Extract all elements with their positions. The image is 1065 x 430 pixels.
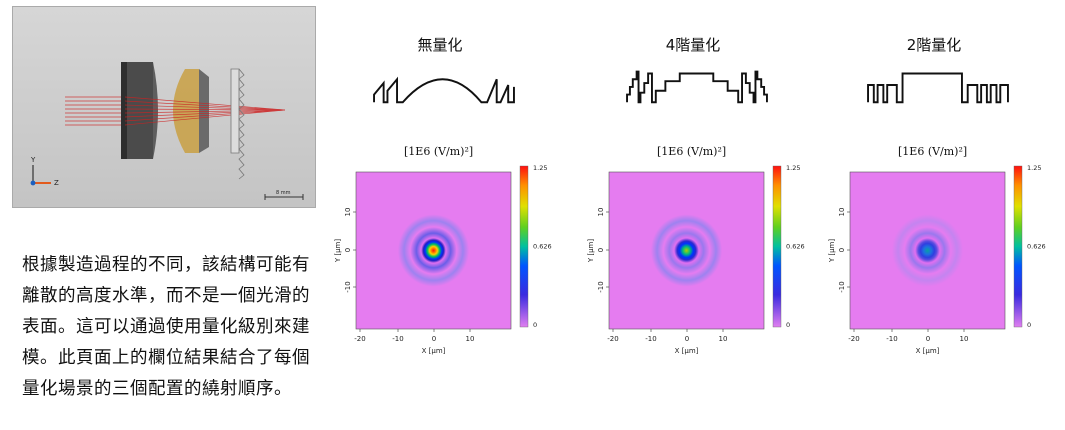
- colorbar: [1013, 165, 1023, 328]
- intensity-map: [609, 172, 764, 329]
- panel-2: 2階量化 [1E6 (V/m)²] -20 -10 0 10 X [µm] 10 0 -10 Y […: [828, 0, 1065, 430]
- field-intensity-plot: -20 -10 0 10 X [µm] 10 0 -10 Y [µm] 1.25 0.626 0: [587, 164, 805, 355]
- x-tick-label: -20: [848, 335, 859, 343]
- x-tick-label: -10: [645, 335, 656, 343]
- panel-1: 4階量化 [1E6 (V/m)²] -20 -10 0 10 X [µm] 10 0 -10 Y […: [587, 0, 833, 430]
- x-tick-label: 0: [432, 335, 436, 343]
- y-tick-label: 10: [344, 208, 352, 217]
- panel-title: 4階量化: [665, 36, 721, 54]
- y-tick-label: 10: [597, 208, 605, 217]
- y-tick-label: 0: [344, 248, 352, 252]
- colorbar-min-label: 0: [786, 321, 790, 329]
- y-axis-label: Y [µm]: [587, 239, 595, 264]
- x-tick-label: -20: [354, 335, 365, 343]
- colorbar: [519, 165, 529, 328]
- unit-label: [1E6 (V/m)²]: [404, 145, 474, 158]
- unit-label: [1E6 (V/m)²]: [898, 145, 968, 158]
- intensity-map: [850, 172, 1005, 329]
- optical-system-viewport: Y Z 8 mm: [12, 6, 316, 208]
- x-tick-label: 10: [466, 335, 475, 343]
- unit-label: [1E6 (V/m)²]: [657, 145, 727, 158]
- colorbar-mid-label: 0.626: [1027, 243, 1046, 251]
- colorbar-min-label: 0: [533, 321, 537, 329]
- y-tick-label: -10: [597, 281, 605, 292]
- optical-system-render: Y Z 8 mm: [30, 62, 304, 200]
- diffractive-element: [230, 68, 240, 154]
- panel-title: 2階量化: [906, 36, 962, 54]
- x-axis-label: X [µm]: [422, 347, 446, 355]
- y-tick-label: 0: [597, 248, 605, 252]
- x-tick-label: -10: [392, 335, 403, 343]
- colorbar-min-label: 0: [1027, 321, 1031, 329]
- x-tick-label: 10: [960, 335, 969, 343]
- colorbar-max-label: 1.25: [786, 164, 800, 172]
- axis-triad: [30, 165, 51, 186]
- y-axis-label: Y [µm]: [828, 239, 836, 264]
- surface-profile-icon: [373, 76, 515, 104]
- x-axis-label: X [µm]: [916, 347, 940, 355]
- panel-0: 無量化 [1E6 (V/m)²] -20 -10 0 10 X [µm] 10 0 -10 Y [µ…: [334, 0, 580, 430]
- scalebar-label: 8 mm: [276, 190, 291, 196]
- colorbar-max-label: 1.25: [533, 164, 547, 172]
- colorbar: [772, 165, 782, 328]
- incoming-rays: [65, 96, 125, 126]
- x-tick-label: 0: [926, 335, 930, 343]
- y-axis-label: Y [µm]: [334, 239, 342, 264]
- y-tick-label: 0: [838, 248, 846, 252]
- surface-profile-icon: [867, 72, 1009, 104]
- gold-lens: [173, 69, 204, 153]
- intensity-map: [356, 172, 511, 329]
- surface-profile-icon: [626, 70, 768, 104]
- field-intensity-plot: -20 -10 0 10 X [µm] 10 0 -10 Y [µm] 1.25 0.626 0: [828, 164, 1046, 355]
- cylinder-lens: [123, 62, 153, 159]
- x-tick-label: -10: [886, 335, 897, 343]
- y-tick-label: -10: [344, 281, 352, 292]
- x-tick-label: 10: [719, 335, 728, 343]
- colorbar-max-label: 1.25: [1027, 164, 1041, 172]
- x-tick-label: 0: [685, 335, 689, 343]
- description-text: 根據製造過程的不同，該結構可能有離散的高度水準，而不是一個光滑的表面。這可以通過…: [22, 255, 310, 399]
- panel-title: 無量化: [417, 36, 463, 54]
- y-tick-label: -10: [838, 281, 846, 292]
- focused-rays: [124, 96, 286, 126]
- x-tick-label: -20: [607, 335, 618, 343]
- field-intensity-plot: -20 -10 0 10 X [µm] 10 0 -10 Y [µm] 1.25 0.626 0: [334, 164, 552, 355]
- x-axis-label: X [µm]: [675, 347, 699, 355]
- axis-z-label: Z: [54, 179, 59, 187]
- colorbar-mid-label: 0.626: [533, 243, 552, 251]
- axis-y-label: Y: [30, 156, 36, 164]
- y-tick-label: 10: [838, 208, 846, 217]
- colorbar-mid-label: 0.626: [786, 243, 805, 251]
